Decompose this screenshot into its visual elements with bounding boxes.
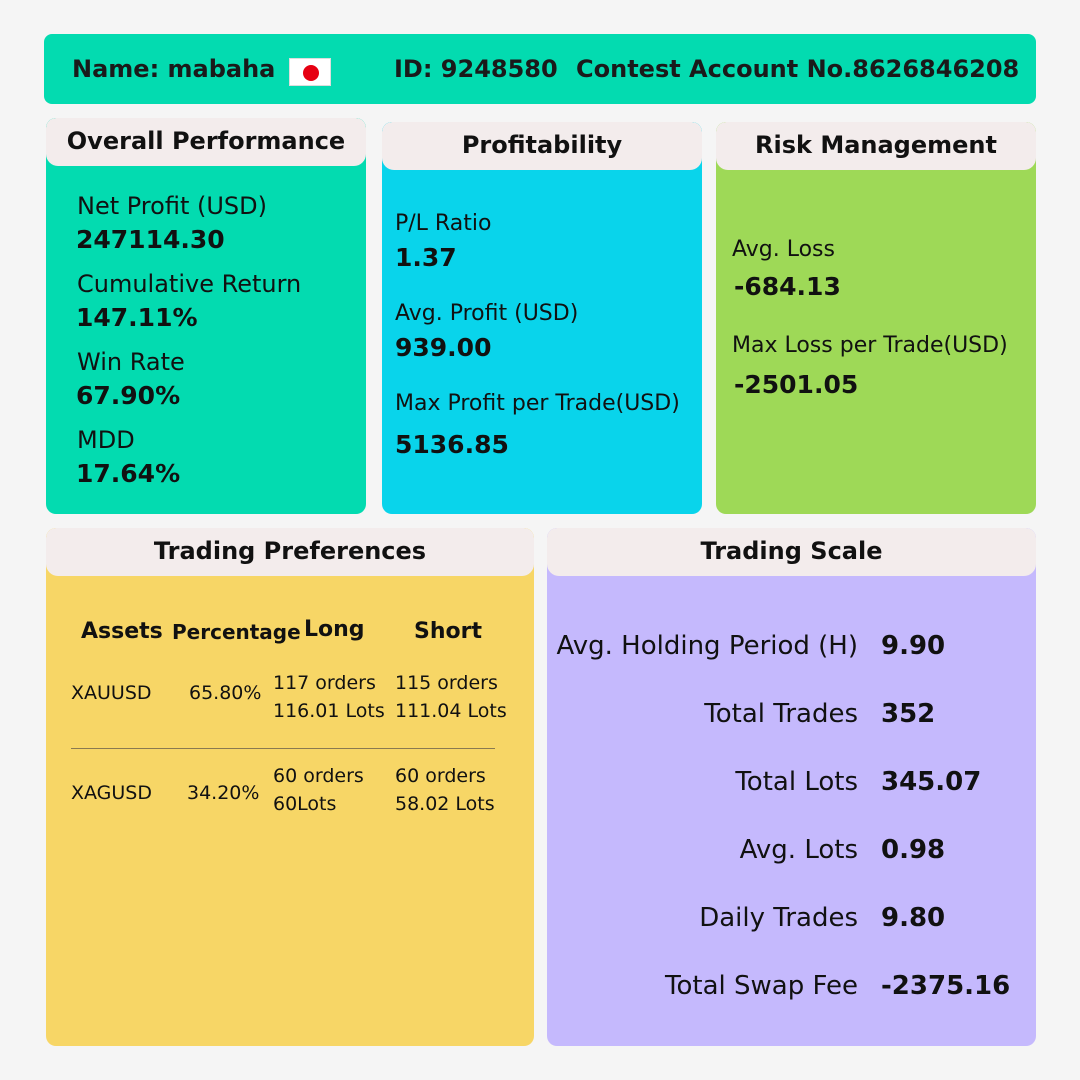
short-lots: 58.02 Lots: [395, 793, 495, 815]
short-orders: 60 orders: [395, 765, 486, 787]
trading-scale-card: Trading Scale Avg. Holding Period (H) 9.…: [547, 528, 1036, 1046]
max-loss-value: -2501.05: [734, 370, 859, 399]
japan-flag-icon: [289, 58, 331, 86]
long-orders: 117 orders: [273, 672, 376, 694]
daily-trades-value: 9.80: [881, 903, 946, 933]
pl-ratio-label: P/L Ratio: [395, 211, 492, 236]
short-lots: 111.04 Lots: [395, 700, 507, 722]
holding-period-label: Avg. Holding Period (H): [556, 631, 858, 661]
avg-lots-label: Avg. Lots: [739, 835, 858, 865]
column-header-percentage: Percentage: [172, 620, 301, 644]
profitability-card: Profitability P/L Ratio 1.37 Avg. Profit…: [382, 122, 702, 514]
long-orders: 60 orders: [273, 765, 364, 787]
max-profit-value: 5136.85: [395, 430, 509, 459]
row-divider: [71, 748, 495, 749]
total-trades-label: Total Trades: [704, 699, 858, 729]
swap-fee-value: -2375.16: [881, 971, 1011, 1001]
column-header-long: Long: [304, 617, 365, 642]
long-lots: 116.01 Lots: [273, 700, 385, 722]
card-title: Overall Performance: [46, 118, 366, 166]
avg-profit-label: Avg. Profit (USD): [395, 301, 579, 326]
short-orders: 115 orders: [395, 672, 498, 694]
column-header-short: Short: [414, 619, 482, 644]
pl-ratio-value: 1.37: [395, 243, 457, 272]
asset-percentage: 65.80%: [189, 682, 262, 704]
card-title: Profitability: [382, 122, 702, 170]
daily-trades-label: Daily Trades: [699, 903, 858, 933]
avg-lots-value: 0.98: [881, 835, 946, 865]
max-loss-label: Max Loss per Trade(USD): [732, 333, 1008, 358]
overall-performance-card: Overall Performance Net Profit (USD) 247…: [46, 118, 366, 514]
total-lots-label: Total Lots: [735, 767, 858, 797]
avg-loss-value: -684.13: [734, 272, 841, 301]
long-lots: 60Lots: [273, 793, 337, 815]
total-trades-value: 352: [881, 699, 936, 729]
card-title: Risk Management: [716, 122, 1036, 170]
avg-loss-label: Avg. Loss: [732, 237, 835, 262]
mdd-value: 17.64%: [76, 459, 181, 488]
cumulative-return-label: Cumulative Return: [77, 270, 302, 298]
risk-management-card: Risk Management Avg. Loss -684.13 Max Lo…: [716, 122, 1036, 514]
total-lots-value: 345.07: [881, 767, 982, 797]
contest-account-number: Contest Account No.8626846208: [576, 55, 1020, 83]
asset-name: XAUUSD: [71, 682, 152, 704]
swap-fee-label: Total Swap Fee: [665, 971, 858, 1001]
avg-profit-value: 939.00: [395, 333, 492, 362]
asset-percentage: 34.20%: [187, 782, 260, 804]
net-profit-value: 247114.30: [76, 225, 225, 254]
holding-period-value: 9.90: [881, 631, 946, 661]
user-name: Name: mabaha: [72, 55, 276, 83]
win-rate-value: 67.90%: [76, 381, 181, 410]
column-header-assets: Assets: [81, 619, 163, 644]
card-title: Trading Preferences: [46, 528, 534, 576]
max-profit-label: Max Profit per Trade(USD): [395, 391, 680, 416]
card-title: Trading Scale: [547, 528, 1036, 576]
net-profit-label: Net Profit (USD): [77, 192, 267, 220]
trading-preferences-card: Trading Preferences Assets Percentage Lo…: [46, 528, 534, 1046]
mdd-label: MDD: [77, 426, 135, 454]
win-rate-label: Win Rate: [77, 348, 185, 376]
user-id: ID: 9248580: [394, 55, 558, 83]
account-header: Name: mabaha ID: 9248580 Contest Account…: [44, 34, 1036, 104]
cumulative-return-value: 147.11%: [76, 303, 198, 332]
asset-name: XAGUSD: [71, 782, 153, 804]
